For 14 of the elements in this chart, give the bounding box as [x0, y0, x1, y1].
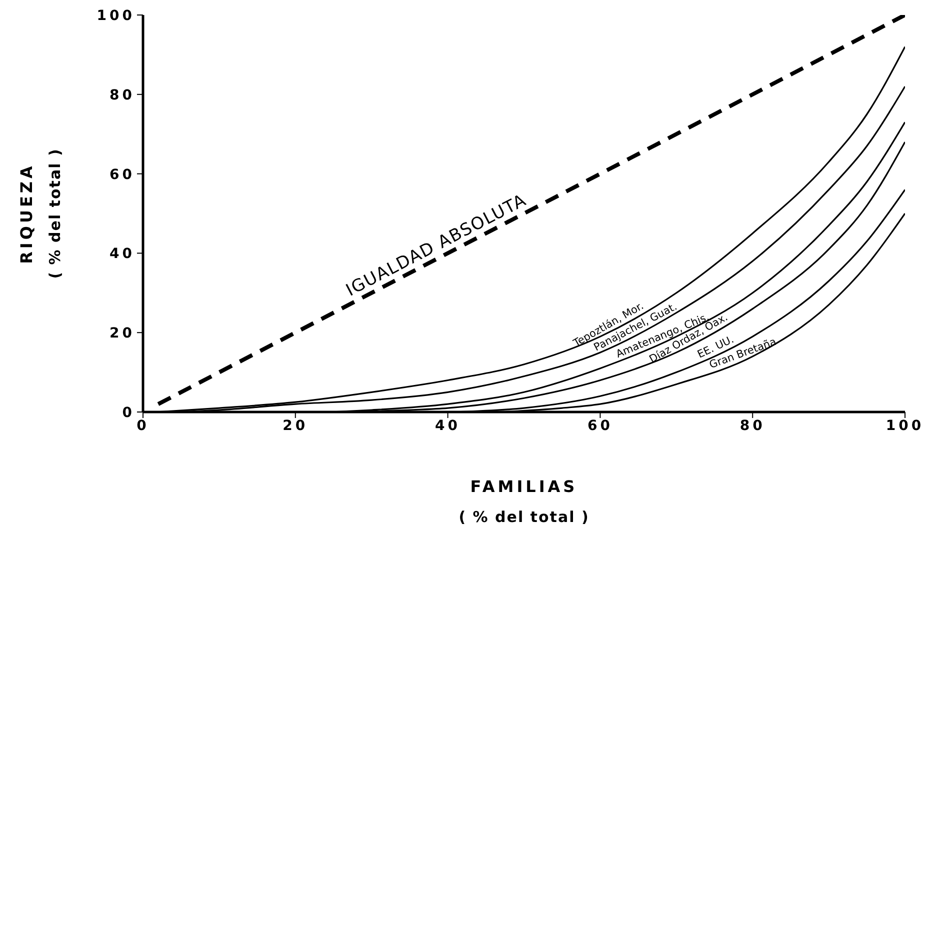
- x-tick-label: 60: [587, 418, 613, 434]
- x-tick-label: 100: [886, 418, 924, 434]
- y-axis-title: RIQUEZA ( % del total ): [17, 148, 64, 279]
- x-tick-label: 20: [282, 418, 308, 434]
- y-tick-label: 60: [110, 166, 135, 183]
- x-tick-label: 40: [435, 418, 461, 434]
- y-tick-label: 20: [110, 326, 135, 342]
- x-tick-label: 80: [740, 418, 766, 434]
- x-tick-label: 0: [136, 418, 150, 434]
- y-tick-label: 40: [110, 246, 135, 262]
- x-axis-title: FAMILIAS ( % del total ): [458, 477, 590, 526]
- y-tick-label: 0: [122, 404, 135, 421]
- y-tick-label: 80: [110, 87, 135, 104]
- y-tick-label: 100: [96, 8, 135, 24]
